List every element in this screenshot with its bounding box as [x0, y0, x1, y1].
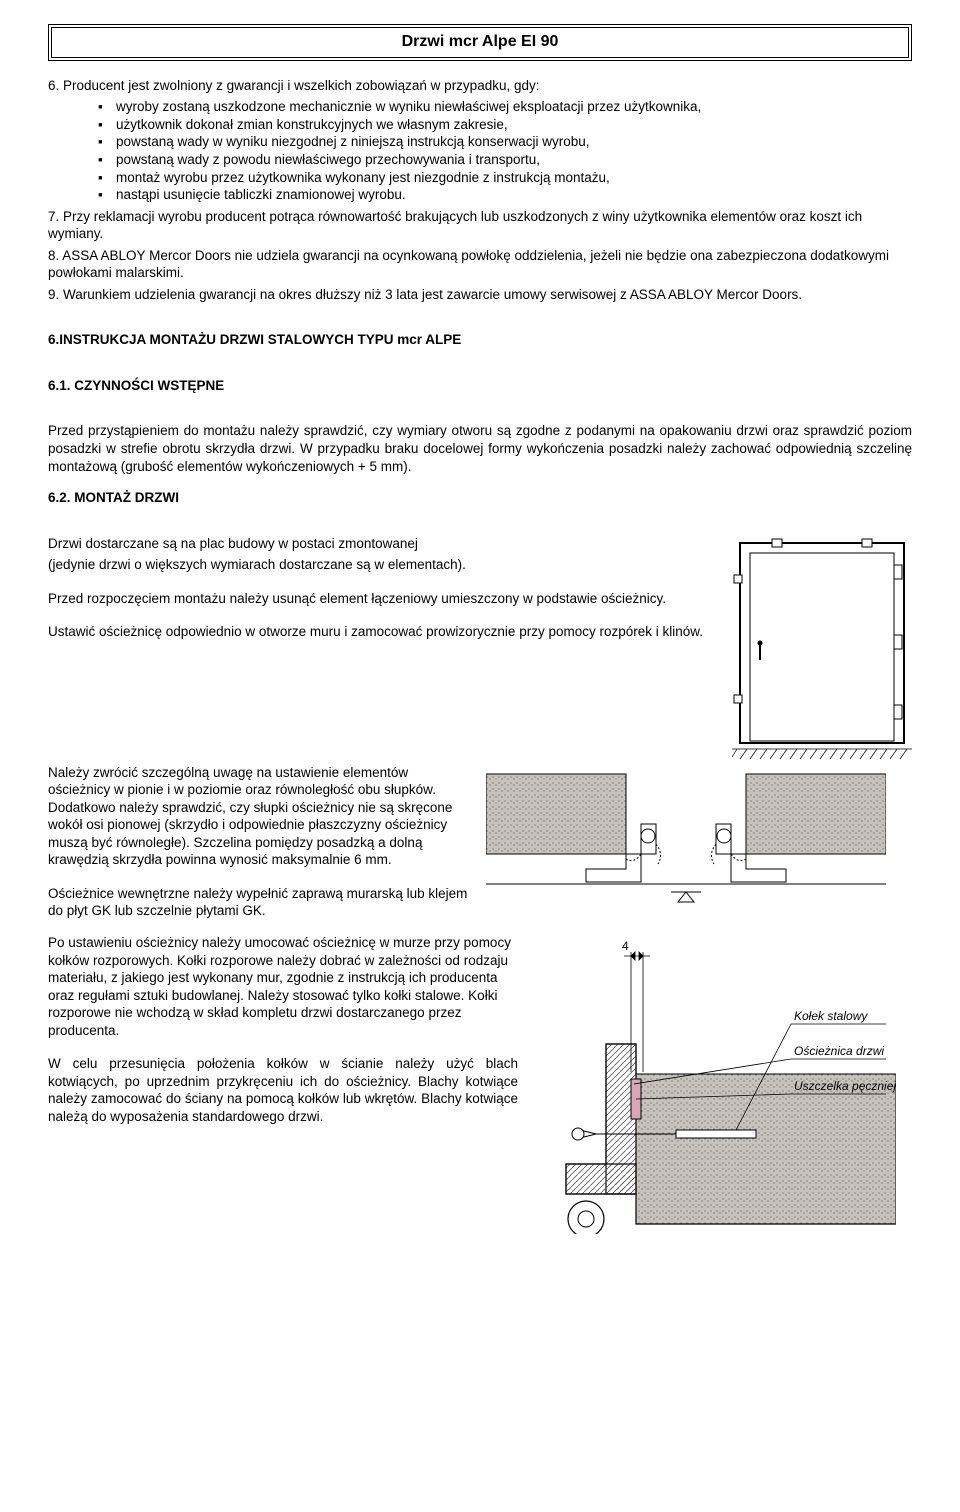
s62-line-e: Należy zwrócić szczególną uwagę na ustaw… — [48, 764, 468, 869]
list-item: wyroby zostaną uszkodzone mechanicznie w… — [98, 98, 912, 116]
list-item: użytkownik dokonał zmian konstrukcyjnych… — [98, 116, 912, 134]
section-6-1-body: Przed przystąpieniem do montażu należy s… — [48, 422, 912, 475]
list-item: powstaną wady z powodu niewłaściwego prz… — [98, 151, 912, 169]
s62-line-d: Ustawić ościeżnicę odpowiednio w otworze… — [48, 623, 714, 641]
warranty-void-list: wyroby zostaną uszkodzone mechanicznie w… — [48, 98, 912, 203]
list-item: nastąpi usunięcie tabliczki znamionowej … — [98, 186, 912, 204]
anchor-detail-figure: 4 Kołek stalowy Ościeżnica drzwi Uszczel… — [536, 934, 896, 1234]
label-oscieznica: Ościeżnica drzwi — [794, 1044, 884, 1058]
s62-line-f: Ościeżnice wewnętrzne należy wypełnić za… — [48, 885, 468, 920]
frame-cross-section-figure — [486, 764, 886, 924]
s62-line-a: Drzwi dostarczane są na plac budowy w po… — [48, 535, 714, 553]
warranty-void-intro: 6. Producent jest zwolniony z gwarancji … — [48, 77, 912, 95]
section-6-1-heading: 6.1. CZYNNOŚCI WSTĘPNE — [48, 377, 912, 395]
label-kolek: Kołek stalowy — [794, 1009, 868, 1023]
warranty-p7: 7. Przy reklamacji wyrobu producent potr… — [48, 208, 912, 243]
list-item: powstaną wady w wyniku niezgodnej z nini… — [98, 133, 912, 151]
s62-line-g: Po ustawieniu ościeżnicy należy umocować… — [48, 934, 518, 1039]
page-title: Drzwi mcr Alpe EI 90 — [402, 33, 559, 50]
section-6-heading: 6.INSTRUKCJA MONTAŻU DRZWI STALOWYCH TYP… — [48, 331, 912, 349]
s62-line-h: W celu przesunięcia położenia kołków w ś… — [48, 1055, 518, 1125]
warranty-p9: 9. Warunkiem udzielenia gwarancji na okr… — [48, 286, 912, 304]
s62-line-c: Przed rozpoczęciem montażu należy usunąć… — [48, 590, 714, 608]
door-elevation-figure — [732, 535, 912, 760]
warranty-p8: 8. ASSA ABLOY Mercor Doors nie udziela g… — [48, 247, 912, 282]
dimension-label: 4 — [622, 939, 629, 953]
list-item: montaż wyrobu przez użytkownika wykonany… — [98, 169, 912, 187]
label-uszczelka: Uszczelka pęczniejąca — [794, 1079, 896, 1093]
s62-line-b: (jedynie drzwi o większych wymiarach dos… — [48, 556, 714, 574]
section-6-2-heading: 6.2. MONTAŻ DRZWI — [48, 489, 912, 507]
title-box: Drzwi mcr Alpe EI 90 — [48, 24, 912, 61]
